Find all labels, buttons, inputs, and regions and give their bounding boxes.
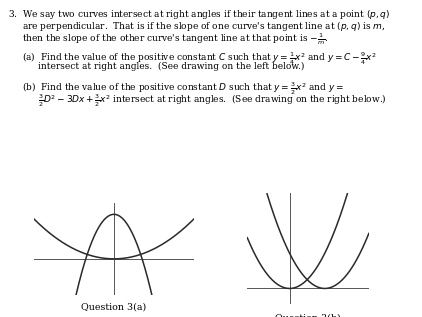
Text: $\frac{3}{2}D^2 - 3Dx + \frac{3}{2}x^2$ intersect at right angles.  (See drawing: $\frac{3}{2}D^2 - 3Dx + \frac{3}{2}x^2$ … <box>38 92 387 108</box>
Text: then the slope of the other curve's tangent line at that point is $-\frac{1}{m}$: then the slope of the other curve's tang… <box>22 32 328 47</box>
Text: are perpendicular.  That is if the slope of one curve's tangent line at $(p, q)$: are perpendicular. That is if the slope … <box>22 20 386 33</box>
Text: Question 3(a): Question 3(a) <box>81 302 146 311</box>
Text: 3.  We say two curves intersect at right angles if their tangent lines at a poin: 3. We say two curves intersect at right … <box>8 8 390 21</box>
Text: intersect at right angles.  (See drawing on the left below.): intersect at right angles. (See drawing … <box>38 62 304 71</box>
Text: Question 3(b): Question 3(b) <box>275 313 341 317</box>
Text: (b)  Find the value of the positive constant $D$ such that $y = \frac{3}{2}x^2$ : (b) Find the value of the positive const… <box>22 80 344 97</box>
Text: (a)  Find the value of the positive constant $C$ such that $y = \frac{1}{4}x^2$ : (a) Find the value of the positive const… <box>22 50 377 67</box>
